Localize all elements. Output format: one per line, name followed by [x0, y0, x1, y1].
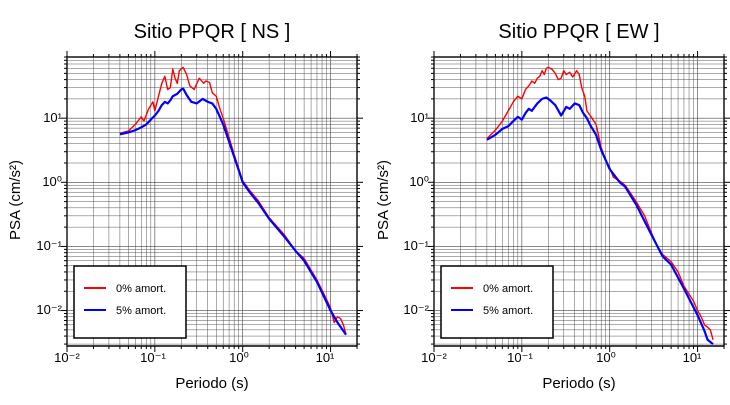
legend-box [440, 265, 554, 339]
x-axis-label-ew: Periodo (s) [542, 375, 615, 392]
legend-label-0pct: 0% amort. [116, 283, 166, 295]
series-line-5pct-amort [486, 96, 714, 345]
y-tick-label: 10⁻¹ [403, 238, 429, 253]
series-lines-ew [486, 66, 714, 345]
chart-title-ns: Sitio PPQR [ NS ] [134, 21, 291, 43]
x-tick-label: 10⁰ [596, 350, 616, 365]
panel-ew: Sitio PPQR [ EW ] Periodo (s) PSA (cm/s²… [375, 21, 730, 392]
legend-label-5pct: 5% amort. [116, 305, 166, 317]
panel-ns: Sitio PPQR [ NS ] Periodo (s) PSA (cm/s²… [7, 21, 363, 392]
y-tick-label: 10¹ [410, 110, 429, 125]
x-tick-label: 10⁻² [54, 350, 80, 365]
legend-box [73, 265, 187, 339]
y-axis-label-ns: PSA (cm/s²) [7, 160, 24, 240]
series-line-5pct-amort [119, 87, 347, 336]
x-tick-label: 10¹ [316, 350, 335, 365]
x-tick-label: 10⁻¹ [507, 350, 533, 365]
series-lines-ns [119, 66, 347, 336]
y-tick-label: 10⁰ [409, 174, 429, 189]
x-tick-label: 10⁻¹ [140, 350, 166, 365]
y-tick-label: 10⁰ [42, 174, 62, 189]
legend-ns: 0% amort. 5% amort. [73, 265, 187, 339]
x-axis-label-ns: Periodo (s) [175, 375, 248, 392]
x-tick-label: 10¹ [683, 350, 702, 365]
y-tick-label: 10⁻² [36, 302, 62, 317]
ticks-ew [428, 51, 730, 352]
y-tick-label: 10⁻¹ [36, 238, 62, 253]
legend-label-0pct: 0% amort. [483, 283, 533, 295]
x-tick-label: 10⁻² [421, 350, 447, 365]
legend-label-5pct: 5% amort. [483, 305, 533, 317]
legend-ew: 0% amort. 5% amort. [440, 265, 554, 339]
series-line-0pct-amort [486, 66, 714, 340]
y-tick-label: 10⁻² [403, 302, 429, 317]
chart-title-ew: Sitio PPQR [ EW ] [498, 21, 659, 43]
x-tick-label: 10⁰ [229, 350, 249, 365]
y-tick-label: 10¹ [43, 110, 62, 125]
y-axis-label-ew: PSA (cm/s²) [375, 160, 392, 240]
ticks-ns [61, 51, 363, 352]
